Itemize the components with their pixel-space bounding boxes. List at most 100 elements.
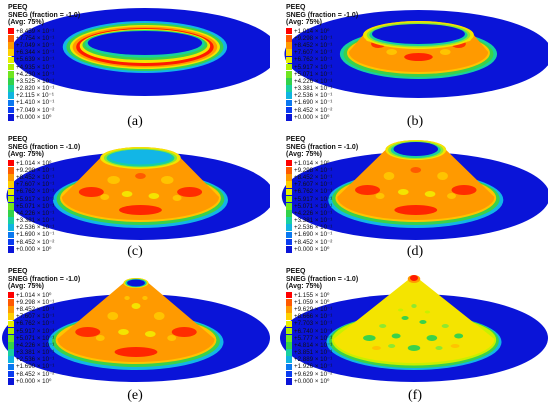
wall-patch bbox=[135, 173, 146, 179]
legend: PEEQ SNEG (fraction = -1.0) (Avg: 75%) +1.0… bbox=[8, 268, 80, 385]
wall-patch bbox=[121, 191, 133, 197]
legend-row: +2.536 × 10⁻¹ bbox=[286, 224, 358, 231]
legend-swatch bbox=[286, 78, 292, 85]
center-flat bbox=[87, 31, 203, 55]
legend-swatch bbox=[8, 370, 14, 378]
legend-value: +0.000 × 10⁰ bbox=[16, 113, 52, 121]
wall-patch bbox=[451, 185, 477, 195]
legend-value: +8.452 × 10⁻¹ bbox=[294, 41, 333, 49]
legend-swatch bbox=[286, 99, 292, 107]
legend-row: +7.607 × 10⁻¹ bbox=[286, 181, 358, 188]
legend-value: +9.298 × 10⁻¹ bbox=[294, 34, 333, 42]
legend-row: +8.452 × 10⁻¹ bbox=[286, 42, 358, 49]
legend-value: +2.536 × 10⁻¹ bbox=[16, 224, 55, 232]
wall-patch bbox=[383, 172, 395, 180]
legend-row: +6.762 × 10⁻¹ bbox=[8, 320, 80, 327]
legend-swatch bbox=[8, 320, 14, 328]
legend-row: +2.536 × 10⁻¹ bbox=[286, 92, 358, 99]
legend-title-line: (Avg: 75%) bbox=[286, 19, 322, 26]
legend-row: +8.452 × 10⁻¹ bbox=[8, 174, 80, 181]
legend-swatch bbox=[8, 63, 14, 71]
legend-swatch bbox=[286, 114, 292, 121]
legend-value: +1.410 × 10⁻¹ bbox=[16, 99, 55, 107]
legend-title-line: PEEQ bbox=[8, 4, 28, 11]
wall-patch bbox=[95, 335, 105, 341]
legend-row: +7.607 × 10⁻¹ bbox=[8, 181, 80, 188]
legend-value: +5.917 × 10⁻¹ bbox=[294, 195, 333, 203]
legend-row: +3.381 × 10⁻¹ bbox=[286, 217, 358, 224]
legend-value: +4.935 × 10⁻¹ bbox=[16, 63, 55, 71]
wall-patch bbox=[78, 187, 104, 197]
legend-swatch bbox=[286, 27, 292, 35]
legend-value: +5.917 × 10⁻¹ bbox=[16, 195, 55, 203]
legend-swatch bbox=[286, 363, 292, 371]
legend-value: +8.452 × 10⁻¹ bbox=[294, 173, 333, 181]
legend-row: +0.000 × 10⁰ bbox=[286, 246, 358, 253]
legend-swatch bbox=[8, 99, 14, 107]
legend-swatch bbox=[286, 231, 292, 239]
legend-value: +6.740 × 10⁻¹ bbox=[294, 327, 333, 335]
wall-patch bbox=[386, 49, 398, 55]
legend-swatch bbox=[8, 42, 14, 49]
legend-swatch bbox=[286, 70, 292, 78]
legend-row: +7.754 × 10⁻¹ bbox=[8, 35, 80, 42]
legend-title-line: SNEG (fraction = -1.0) bbox=[8, 11, 81, 19]
legend-swatch bbox=[8, 27, 14, 35]
legend-value: +7.607 × 10⁻¹ bbox=[294, 49, 333, 57]
legend-swatch bbox=[286, 166, 292, 174]
legend-value: +6.344 × 10⁻¹ bbox=[16, 49, 55, 57]
legend-value: +3.525 × 10⁻¹ bbox=[16, 77, 55, 85]
legend-value: +1.926 × 10⁻¹ bbox=[294, 363, 333, 371]
fem-contour-plot bbox=[284, 10, 548, 98]
legend-row: +1.690 × 10⁻¹ bbox=[8, 363, 80, 370]
tip-peak bbox=[409, 275, 419, 281]
legend-row: +7.049 × 10⁻² bbox=[8, 107, 80, 114]
legend-value: +5.071 × 10⁻¹ bbox=[16, 334, 55, 342]
legend-swatch bbox=[8, 114, 14, 121]
legend-swatch bbox=[8, 313, 14, 320]
legend-swatch bbox=[8, 92, 14, 100]
legend-swatch bbox=[286, 188, 292, 196]
legend-value: +7.607 × 10⁻¹ bbox=[16, 181, 55, 189]
legend-value: +1.059 × 10⁰ bbox=[294, 298, 330, 306]
legend-title-line: SNEG (fraction = -1.0) bbox=[286, 143, 359, 151]
fem-contour-plot bbox=[10, 8, 270, 96]
legend-swatch bbox=[286, 356, 292, 364]
legend-swatch bbox=[8, 238, 14, 246]
legend-value: +5.639 × 10⁻¹ bbox=[16, 56, 55, 64]
legend-swatch bbox=[8, 195, 14, 203]
legend-row: +9.298 × 10⁻¹ bbox=[8, 299, 80, 306]
legend-row: +9.629 × 10⁻¹ bbox=[286, 306, 358, 313]
legend-swatch bbox=[286, 210, 292, 217]
legend-value: +2.115 × 10⁻¹ bbox=[16, 92, 54, 100]
legend-value: +0.000 × 10⁰ bbox=[16, 245, 52, 253]
legend-swatch bbox=[8, 78, 14, 85]
legend-swatch bbox=[8, 342, 14, 349]
cone-wall bbox=[61, 147, 220, 220]
wall-patch bbox=[411, 304, 417, 308]
caption-a: (a) bbox=[127, 114, 143, 129]
legend-row: +8.452 × 10⁻² bbox=[8, 371, 80, 378]
legend-swatch bbox=[286, 291, 292, 299]
fem-model-b bbox=[284, 10, 548, 98]
legend-row: +5.777 × 10⁻¹ bbox=[286, 335, 358, 342]
wall-patch bbox=[107, 312, 119, 320]
caption-e: (e) bbox=[127, 388, 143, 403]
legend-swatch bbox=[286, 106, 292, 114]
top-flat bbox=[372, 24, 465, 44]
legend-value: +3.381 × 10⁻¹ bbox=[16, 217, 55, 225]
legend-value: +7.049 × 10⁻² bbox=[16, 106, 55, 114]
legend-row: +4.935 × 10⁻¹ bbox=[8, 63, 80, 71]
legend-value: +0.000 × 10⁰ bbox=[294, 377, 330, 385]
legend-value: +5.071 × 10⁻¹ bbox=[294, 202, 333, 210]
legend-value: +8.459 × 10⁻¹ bbox=[16, 27, 55, 35]
wall-patch bbox=[161, 176, 174, 184]
legend-value: +2.536 × 10⁻¹ bbox=[294, 92, 333, 100]
legend-value: +0.000 × 10⁰ bbox=[294, 245, 330, 253]
legend-row: +1.690 × 10⁻¹ bbox=[8, 231, 80, 238]
legend-row: +0.000 × 10⁰ bbox=[8, 114, 80, 121]
panel-e: PEEQ SNEG (fraction = -1.0) (Avg: 75%) +1.0… bbox=[2, 266, 270, 394]
legend-swatch bbox=[8, 363, 14, 371]
legend-row: +2.536 × 10⁻¹ bbox=[8, 356, 80, 363]
legend-swatch bbox=[8, 166, 14, 174]
